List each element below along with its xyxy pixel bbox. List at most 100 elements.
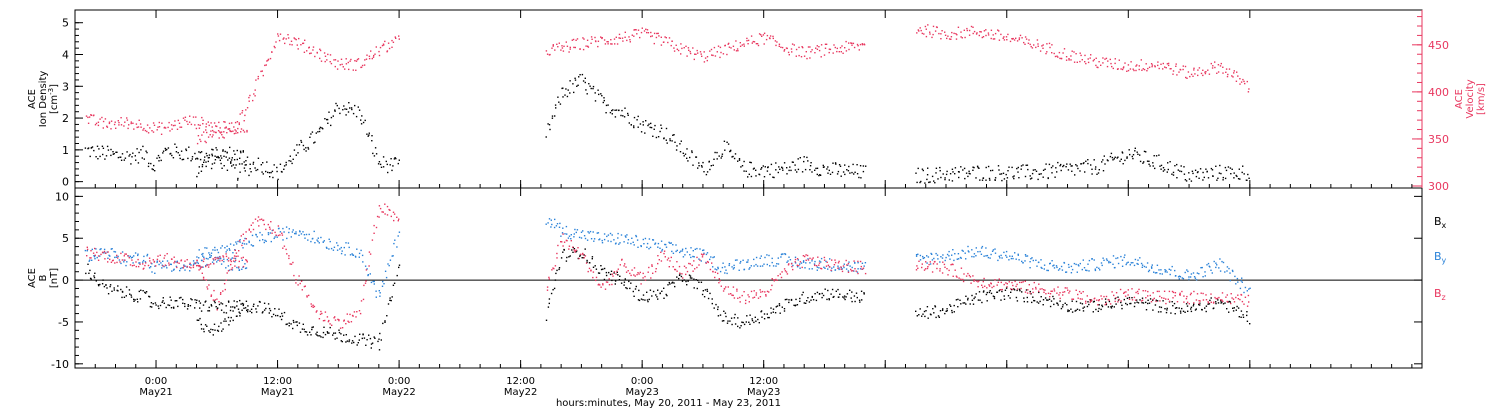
velocity-point xyxy=(118,124,120,126)
by-point xyxy=(243,243,246,245)
bx-point xyxy=(1145,301,1147,304)
bx-point xyxy=(746,315,748,317)
bx-point xyxy=(693,287,695,289)
density-point xyxy=(234,153,236,155)
velocity-point xyxy=(919,27,921,29)
by-point xyxy=(1148,269,1151,271)
density-point xyxy=(374,147,377,149)
bz-point xyxy=(785,271,788,273)
by-point xyxy=(766,254,768,256)
bx-point xyxy=(1156,300,1159,302)
by-point xyxy=(100,248,102,250)
bx-point xyxy=(723,320,725,322)
bz-point xyxy=(386,214,389,216)
by-point xyxy=(271,229,273,232)
by-point xyxy=(379,292,381,294)
velocity-point xyxy=(851,42,853,44)
by-point xyxy=(805,262,807,264)
bz-point xyxy=(147,264,150,267)
bx-point xyxy=(99,283,101,286)
bz-point xyxy=(119,261,121,263)
by-point xyxy=(1001,257,1003,259)
density-point xyxy=(1171,173,1173,175)
by-point xyxy=(738,269,740,271)
density-point xyxy=(1084,171,1086,173)
bx-point xyxy=(1033,300,1036,302)
by-point xyxy=(671,250,673,253)
bz-point xyxy=(670,256,672,259)
by-point xyxy=(237,240,239,243)
velocity-point xyxy=(686,55,688,57)
by-point xyxy=(223,258,225,260)
by-point xyxy=(1164,271,1166,273)
velocity-point xyxy=(1084,54,1086,57)
bx-point xyxy=(370,347,372,349)
velocity-point xyxy=(556,43,558,45)
by-point xyxy=(857,262,859,264)
bx-point xyxy=(210,304,212,306)
density-point xyxy=(342,109,344,111)
by-point xyxy=(1117,257,1119,259)
density-series xyxy=(84,73,1250,184)
density-point xyxy=(397,162,399,165)
bx-point xyxy=(1098,307,1100,310)
density-point xyxy=(239,157,241,159)
velocity-point xyxy=(252,99,254,102)
bz-point xyxy=(245,259,247,261)
by-point xyxy=(936,254,939,256)
bx-point xyxy=(1145,309,1148,311)
bx-point xyxy=(210,305,213,307)
bz-point xyxy=(1131,299,1134,301)
density-point xyxy=(712,164,714,166)
bz-point xyxy=(943,263,946,266)
bx-point xyxy=(200,323,202,326)
bz-point xyxy=(124,259,126,261)
velocity-point xyxy=(1019,34,1022,37)
bx-point xyxy=(558,268,560,271)
by-point xyxy=(1025,255,1027,257)
bz-point xyxy=(1137,292,1139,295)
density-point xyxy=(203,161,205,163)
bx-point xyxy=(1009,297,1011,299)
bz-point xyxy=(206,286,208,288)
by-point xyxy=(709,258,711,261)
velocity-point xyxy=(216,125,218,128)
velocity-point xyxy=(265,64,267,66)
by-point xyxy=(1137,263,1139,265)
density-point xyxy=(1024,175,1027,178)
velocity-point xyxy=(1058,51,1061,54)
by-point xyxy=(89,259,91,261)
by-point xyxy=(166,267,168,269)
velocity-point xyxy=(976,32,978,34)
bz-point xyxy=(1093,298,1095,300)
velocity-point xyxy=(219,127,221,129)
velocity-point xyxy=(1065,59,1068,61)
density-point xyxy=(1042,169,1045,171)
velocity-point xyxy=(1193,69,1195,71)
velocity-point xyxy=(616,43,619,45)
density-point xyxy=(615,109,618,111)
bx-point xyxy=(159,304,162,307)
by-point xyxy=(712,266,714,268)
velocity-point xyxy=(213,131,215,133)
density-point xyxy=(1040,173,1042,175)
density-point xyxy=(584,81,586,84)
density-point xyxy=(231,157,233,159)
by-point xyxy=(1134,258,1137,261)
density-point xyxy=(1102,170,1105,172)
bz-point xyxy=(651,265,653,267)
bx-point xyxy=(1205,310,1207,313)
by-point xyxy=(347,242,350,244)
velocity-point xyxy=(330,62,333,65)
bz-point xyxy=(847,262,850,265)
velocity-point xyxy=(836,47,838,50)
density-point xyxy=(1159,165,1161,167)
density-point xyxy=(293,149,296,151)
by-point xyxy=(981,245,984,248)
bx-point xyxy=(833,295,835,298)
velocity-point xyxy=(207,121,209,123)
density-point xyxy=(1055,167,1057,169)
bx-point xyxy=(632,290,634,293)
bz-point xyxy=(996,284,998,286)
velocity-point xyxy=(291,44,293,46)
